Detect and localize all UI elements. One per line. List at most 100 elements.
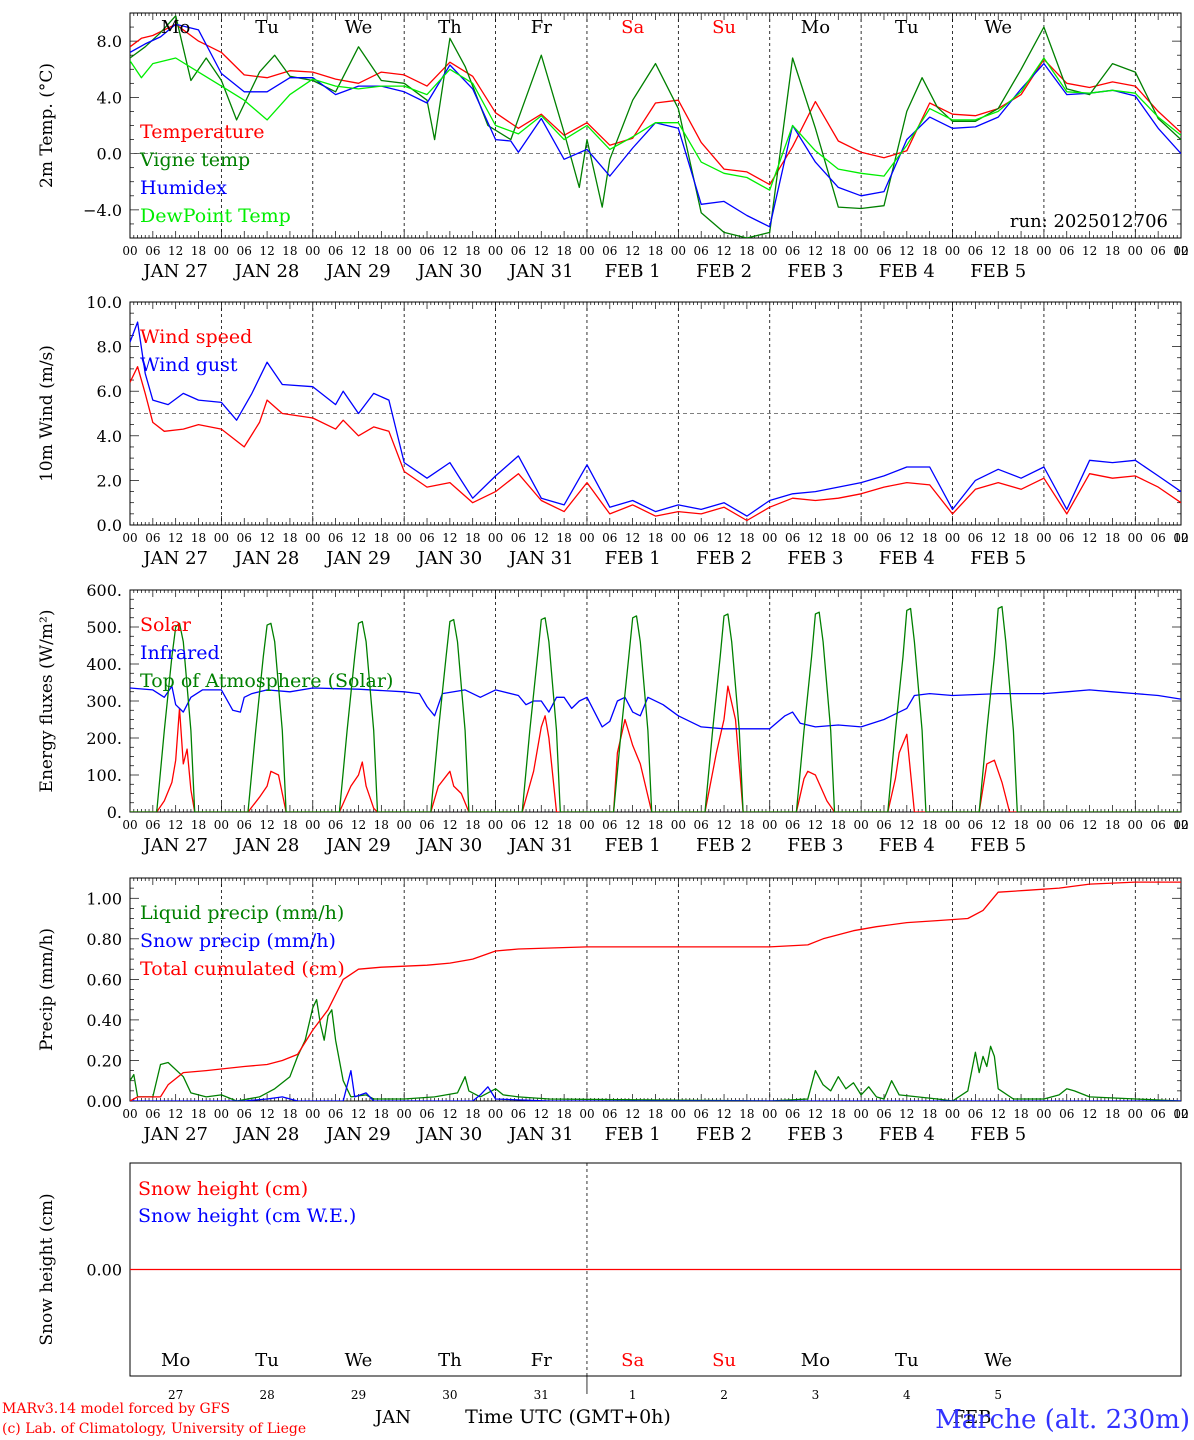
hour-tick-label: 00: [853, 244, 868, 258]
hour-tick-label: 06: [511, 244, 526, 258]
hour-tick-label: 00: [122, 531, 137, 545]
weekday-label: Mo: [161, 1350, 190, 1371]
date-label: FEB 4: [879, 261, 935, 282]
hour-tick-label: 18: [191, 818, 206, 832]
series-line-wind-gust: [130, 321, 1181, 517]
hour-tick-label: 18: [191, 1107, 206, 1121]
hour-tick-label: 06: [1059, 818, 1074, 832]
hour-tick-label: 00: [488, 818, 503, 832]
hour-labels: 00 06 12 18 00 06 12 18 00 06 12 18 00 06 12 18 00 06 12 18…: [122, 244, 1188, 258]
hour-tick-label: 12: [1173, 818, 1188, 832]
hour-tick-label: 18: [556, 1107, 571, 1121]
y-tick-label: 400.: [86, 655, 122, 674]
hour-tick-label: 00: [214, 818, 229, 832]
day-number: 30: [442, 1388, 457, 1402]
credit-line-1: MARv3.14 model forced by GFS: [2, 1401, 230, 1417]
hour-tick-label: 18: [648, 1107, 663, 1121]
series-group: [130, 15, 1181, 238]
hour-tick-label: 00: [1173, 244, 1188, 258]
hour-tick-label: 00: [945, 531, 960, 545]
hour-tick-label: 00: [762, 818, 777, 832]
hour-tick-label: 00: [1036, 531, 1051, 545]
y-axis-label: Energy fluxes (W/m²): [37, 610, 57, 793]
hour-tick-label: 00: [397, 818, 412, 832]
hour-tick-label: 00: [853, 818, 868, 832]
hour-tick-label: 12: [899, 531, 914, 545]
weekday-label: We: [345, 17, 373, 38]
hour-tick-label: 06: [145, 531, 160, 545]
hour-tick-label: 06: [876, 818, 891, 832]
date-label: FEB 3: [787, 548, 843, 569]
hour-tick-label: 18: [374, 818, 389, 832]
hour-tick-label: 12: [716, 1107, 731, 1121]
hour-tick-label: 18: [374, 1107, 389, 1121]
y-axis-label: Snow height (cm): [37, 1193, 57, 1345]
hour-tick-label: 12: [716, 531, 731, 545]
hour-tick-label: 12: [168, 818, 183, 832]
hour-tick-label: 00: [762, 1107, 777, 1121]
hour-tick-label: 00: [853, 1107, 868, 1121]
hour-tick-label: 00: [214, 531, 229, 545]
date-label: JAN 27: [141, 548, 208, 569]
date-label: FEB 1: [605, 1124, 661, 1145]
panel-precip: 00 06 12 18 00 06 12 18 00 06 12 18 00 06 12 18 00 06 12 18…: [37, 877, 1189, 1145]
hour-tick-label: 18: [374, 244, 389, 258]
hour-tick-label: 12: [625, 244, 640, 258]
hour-tick-label: 12: [625, 818, 640, 832]
hour-tick-label: 18: [739, 818, 754, 832]
weekday-label: Mo: [161, 17, 190, 38]
legend-entry: Temperature: [140, 121, 264, 143]
hour-tick-label: 06: [237, 244, 252, 258]
hour-tick-label: 00: [853, 531, 868, 545]
y-axis-label: 10m Wind (m/s): [37, 345, 57, 482]
hour-tick-label: 06: [876, 531, 891, 545]
series-line-solar: [130, 685, 1181, 812]
hour-tick-label: 00: [762, 244, 777, 258]
hour-tick-label: 12: [442, 244, 457, 258]
hour-tick-label: 12: [351, 531, 366, 545]
hour-tick-label: 18: [465, 1107, 480, 1121]
hour-tick-label: 00: [305, 818, 320, 832]
hour-tick-label: 00: [762, 531, 777, 545]
hour-tick-label: 00: [945, 818, 960, 832]
y-tick-label: 0.00: [86, 1092, 122, 1111]
date-label: JAN 28: [233, 1124, 300, 1145]
hour-tick-label: 06: [145, 1107, 160, 1121]
hour-tick-label: 00: [1128, 244, 1143, 258]
hour-tick-label: 12: [899, 244, 914, 258]
hour-tick-label: 12: [625, 531, 640, 545]
hour-tick-label: 18: [831, 531, 846, 545]
date-label: JAN 30: [416, 261, 483, 282]
hour-tick-label: 12: [168, 1107, 183, 1121]
panel-energy: 00 06 12 18 00 06 12 18 00 06 12 18 00 06 12 18 00 06 12 18…: [37, 581, 1189, 856]
day-number: 27: [168, 1388, 183, 1402]
hour-tick-label: 00: [397, 531, 412, 545]
hour-tick-label: 18: [374, 531, 389, 545]
hour-tick-label: 00: [1036, 818, 1051, 832]
date-label: FEB 3: [787, 835, 843, 856]
weekday-label: Fr: [531, 1350, 552, 1371]
hour-tick-label: 00: [1173, 531, 1188, 545]
hour-tick-label: 00: [488, 531, 503, 545]
hour-tick-label: 06: [1151, 818, 1166, 832]
hour-tick-label: 06: [602, 1107, 617, 1121]
weekday-label: We: [345, 1350, 373, 1371]
date-label: JAN 29: [324, 261, 391, 282]
hour-tick-label: 06: [419, 531, 434, 545]
hour-tick-label: 00: [1173, 1107, 1188, 1121]
hour-tick-label: 12: [808, 1107, 823, 1121]
day-number: 1: [629, 1388, 637, 1402]
weekday-label: Sa: [621, 1350, 644, 1371]
hour-tick-label: 18: [556, 531, 571, 545]
y-axis-label: 2m Temp. (°C): [37, 63, 57, 188]
hour-tick-label: 00: [305, 531, 320, 545]
hour-tick-label: 12: [442, 1107, 457, 1121]
hour-tick-label: 12: [991, 531, 1006, 545]
hour-tick-label: 18: [282, 531, 297, 545]
date-label: FEB 5: [970, 261, 1026, 282]
y-tick-label: 4.0: [97, 427, 122, 446]
series-group: [130, 605, 1181, 812]
hour-tick-label: 12: [716, 818, 731, 832]
hour-tick-label: 00: [214, 244, 229, 258]
hour-labels: 00 06 12 18 00 06 12 18 00 06 12 18 00 06 12 18 00 06 12 18…: [122, 818, 1188, 832]
